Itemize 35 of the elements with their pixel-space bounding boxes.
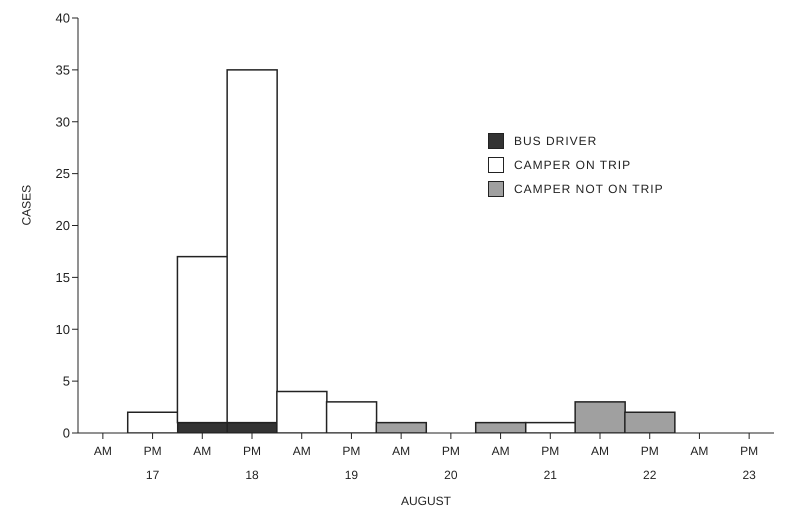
- text: 18: [245, 468, 259, 482]
- x-tick-label: AM: [591, 444, 610, 458]
- text: 22: [643, 468, 657, 482]
- y-tick-label: 30: [56, 114, 70, 130]
- x-tick-label: PM: [442, 444, 460, 458]
- x-axis-title: AUGUST: [400, 494, 452, 508]
- text: 23: [742, 468, 756, 482]
- x-tick-label: PM: [640, 444, 659, 458]
- x-tick-label: PM: [541, 444, 560, 458]
- y-tick-label: 5: [62, 374, 70, 389]
- x-tick-label: AM: [690, 444, 708, 458]
- legend-label: CAMPER NOT ON TRIP: [514, 182, 664, 196]
- x-tick-label: AM: [492, 444, 510, 458]
- y-axis-title: CASES: [19, 184, 34, 226]
- x-tick-label: PM: [740, 444, 758, 458]
- text: 17: [146, 468, 160, 482]
- y-tick-label: 15: [56, 270, 70, 285]
- x-tick-label: PM: [144, 444, 162, 458]
- x-tick-label: AM: [193, 444, 212, 458]
- legend-label: CAMPER ON TRIP: [514, 158, 632, 172]
- y-tick-label: 0: [62, 426, 70, 441]
- text: 20: [444, 468, 458, 482]
- text: 19: [344, 468, 358, 482]
- y-tick-label: 10: [56, 322, 70, 337]
- x-tick-label: AM: [392, 444, 410, 458]
- x-tick-label: PM: [342, 444, 360, 458]
- x-tick-label: AM: [292, 444, 311, 458]
- y-tick-label: 20: [56, 218, 70, 234]
- y-tick-label: 25: [56, 166, 70, 182]
- y-tick-label: 35: [56, 62, 70, 78]
- text: 21: [544, 468, 558, 482]
- y-tick-label: 40: [56, 10, 70, 26]
- x-tick-label: PM: [243, 444, 262, 458]
- x-tick-label: AM: [94, 444, 112, 458]
- legend-label: BUS DRIVER: [514, 134, 598, 148]
